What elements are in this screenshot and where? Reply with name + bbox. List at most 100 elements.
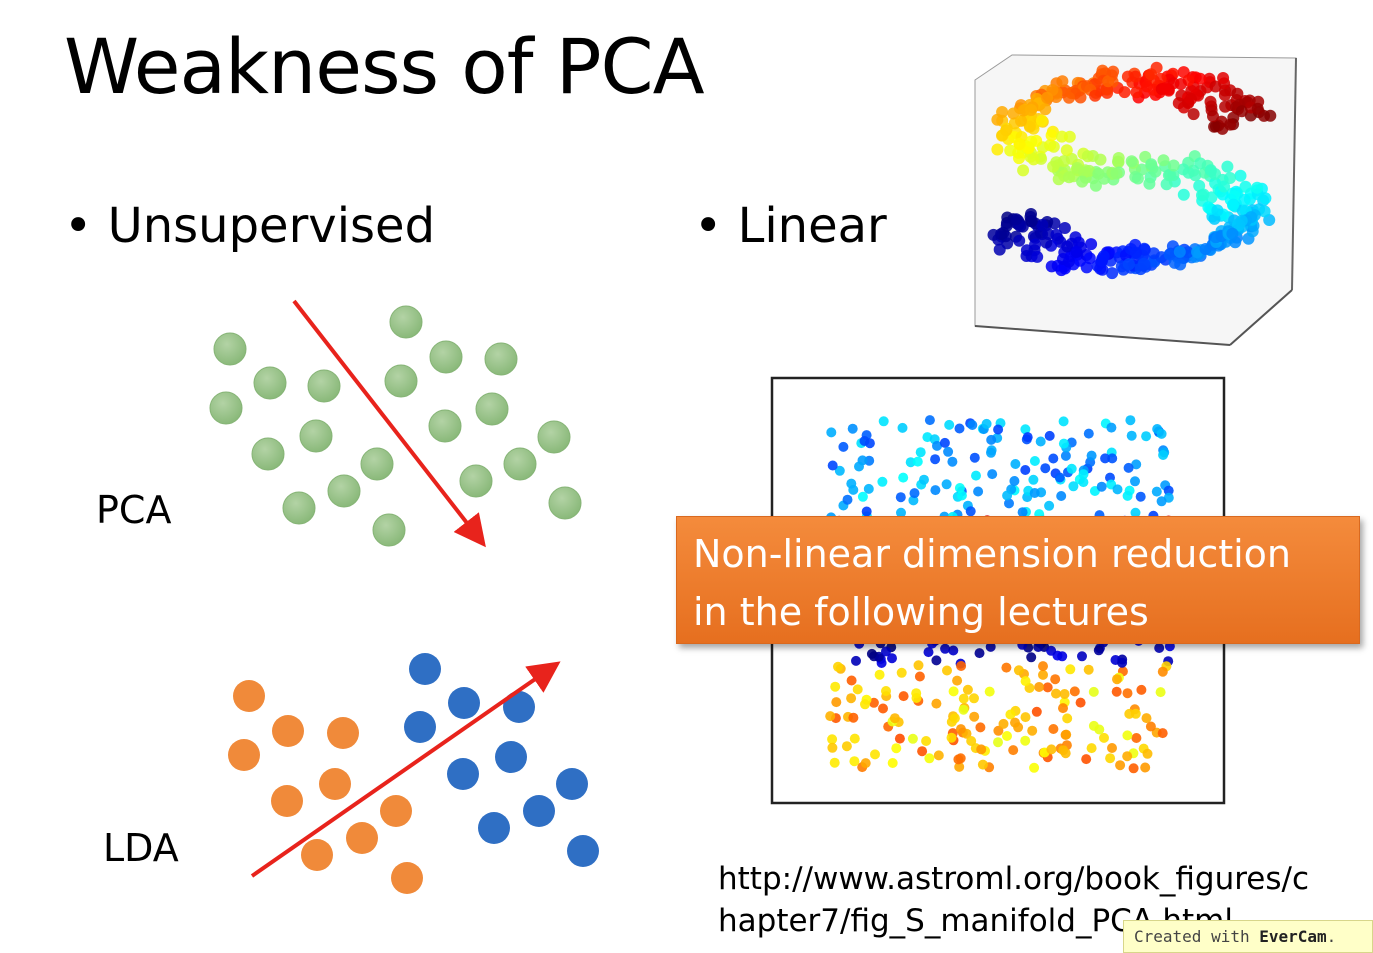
projection-point	[912, 456, 923, 467]
s-curve-point	[1118, 86, 1131, 99]
s-curve-point	[1231, 87, 1244, 100]
s-curve-point	[1185, 93, 1197, 105]
s-curve-point	[1110, 167, 1123, 180]
s-curve-point	[1208, 120, 1221, 133]
s-curve-point	[1089, 89, 1102, 102]
projection-point	[861, 506, 872, 517]
s-curve-point	[1096, 64, 1109, 77]
s-curve-point	[1145, 68, 1157, 81]
s-curve-point	[987, 228, 1000, 241]
s-curve-point	[1013, 137, 1026, 150]
projection-point	[973, 486, 984, 497]
s-curve-point	[1224, 172, 1236, 184]
projection-point	[954, 423, 965, 434]
projection-point	[864, 438, 875, 449]
s-curve-point	[1235, 214, 1248, 227]
projection-point	[1112, 484, 1123, 495]
projection-point	[954, 761, 965, 772]
projection-point	[834, 465, 845, 476]
projection-point	[969, 452, 980, 463]
pca-point	[537, 420, 571, 454]
projection-point	[1122, 730, 1133, 741]
projection-point	[1131, 459, 1142, 470]
projection-point	[1020, 676, 1031, 687]
projection-point	[1017, 507, 1028, 518]
s-curve-point	[1227, 199, 1239, 212]
projection-point	[1046, 744, 1057, 755]
s-curve-point	[1039, 103, 1052, 116]
projection-point	[965, 506, 976, 517]
projection-point	[831, 697, 842, 708]
projection-point	[1157, 728, 1168, 739]
s-curve-point	[1013, 152, 1025, 165]
s-curve-point	[1221, 160, 1234, 173]
projection-point	[1013, 665, 1024, 676]
projection-point	[1154, 643, 1165, 653]
s-curve-point	[1040, 236, 1053, 249]
projection-point	[944, 419, 955, 430]
projection-point	[827, 460, 838, 471]
projection-point	[842, 494, 853, 505]
projection-point	[1026, 652, 1037, 663]
projection-point	[1124, 708, 1135, 719]
projection-point	[857, 491, 868, 502]
s-curve-point	[1036, 218, 1049, 231]
projection-point	[1059, 689, 1070, 699]
projection-point	[1038, 669, 1048, 680]
lda-point-class-b	[447, 758, 479, 790]
projection-point	[1034, 682, 1045, 692]
s-curve-point	[1264, 109, 1277, 122]
s-curve-point	[1199, 243, 1212, 255]
bullet-unsupervised: • Unsupervised	[64, 198, 436, 254]
source-url-line-1: http://www.astroml.org/book_figures/c	[718, 861, 1310, 897]
projection-point	[947, 456, 958, 467]
projection-point	[1158, 450, 1169, 460]
projection-point	[1141, 431, 1152, 442]
s-curve-point	[1187, 108, 1200, 121]
projection-point	[1157, 666, 1168, 677]
s-curve-point	[1015, 114, 1027, 127]
projection-point	[942, 665, 952, 676]
s-curve-point	[1072, 236, 1085, 249]
projection-point	[976, 744, 987, 755]
s-curve-point	[1017, 164, 1030, 177]
projection-point	[846, 675, 857, 686]
slide-title: Weakness of PCA	[64, 22, 705, 111]
projection-point	[1062, 713, 1073, 724]
pca-point	[209, 391, 243, 425]
projection-point	[946, 732, 957, 743]
nonlinear-callout-box: Non-linear dimension reduction in the fo…	[676, 516, 1360, 644]
projection-point	[1140, 762, 1151, 773]
projection-point	[954, 483, 965, 493]
projection-point	[1029, 762, 1040, 773]
projection-point	[956, 661, 967, 671]
projection-point	[851, 655, 861, 666]
s-curve-point	[1045, 260, 1058, 273]
s-curve-point	[993, 243, 1006, 256]
projection-point	[1020, 712, 1031, 723]
projection-point	[1122, 751, 1133, 762]
s-curve-point	[1219, 100, 1232, 113]
projection-point	[895, 492, 906, 503]
projection-point	[955, 724, 966, 735]
s-curve-point	[1041, 91, 1054, 104]
projection-point	[1142, 748, 1153, 759]
s-curve-point	[1031, 250, 1044, 263]
s-curve-point	[1061, 240, 1074, 253]
s-curve-point	[1060, 144, 1073, 157]
projection-point	[1050, 674, 1061, 685]
s-curve-point	[1081, 150, 1094, 163]
projection-point	[924, 753, 935, 764]
projection-point	[940, 643, 951, 654]
callout-line-2: in the following lectures	[693, 590, 1149, 634]
projection-point	[898, 472, 909, 483]
projection-point	[1046, 645, 1057, 656]
lda-point-class-b	[448, 687, 480, 719]
s-curve-point	[1055, 130, 1068, 143]
lda-point-class-a	[301, 839, 333, 871]
projection-point	[878, 703, 888, 714]
watermark-brand: EverCam	[1259, 927, 1327, 946]
projection-point	[923, 647, 934, 658]
projection-point	[1058, 745, 1069, 756]
projection-point	[1020, 424, 1031, 435]
